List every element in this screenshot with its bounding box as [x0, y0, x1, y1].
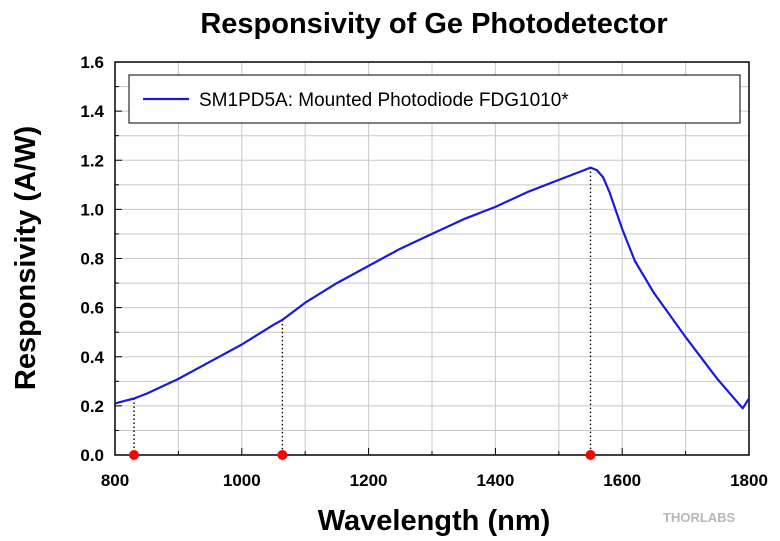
legend-box: [128, 74, 741, 124]
x-axis-ticks: 800 1000 1200 1400 1600 1800: [101, 471, 768, 490]
y-tick-label: 0.4: [80, 348, 104, 367]
y-tick-label: 0.0: [80, 446, 104, 465]
y-tick-label: 1.6: [80, 53, 104, 72]
y-tick-label: 1.4: [80, 102, 104, 121]
y-tick-label: 1.0: [80, 200, 104, 219]
y-tick-label: 0.8: [80, 250, 104, 269]
drop-lines: [133, 167, 592, 455]
minor-ticks: [115, 86, 687, 455]
x-tick-label: 1600: [603, 471, 641, 490]
thorlabs-logo: THORLABS: [663, 510, 736, 525]
wavelength-markers: [129, 450, 596, 460]
y-tick-label: 1.2: [80, 151, 104, 170]
series-line-fdg1010: [114, 166, 750, 410]
x-tick-label: 1000: [223, 471, 261, 490]
legend-label: SM1PD5A: Mounted Photodiode FDG1010*: [199, 90, 569, 111]
legend: SM1PD5A: Mounted Photodiode FDG1010*: [128, 74, 741, 124]
marker-point: [585, 450, 596, 460]
y-tick-label: 0.2: [80, 397, 104, 416]
x-axis-label: Wavelength (nm): [318, 505, 551, 537]
x-tick-label: 1800: [730, 471, 768, 490]
chart-title: Responsivity of Ge Photodetector: [200, 8, 667, 40]
y-tick-label: 0.6: [80, 299, 104, 318]
x-tick-label: 800: [101, 471, 129, 490]
y-axis-label: Responsivity (A/W): [10, 126, 42, 390]
x-tick-label: 1400: [476, 471, 514, 490]
y-axis-ticks: 0.0 0.2 0.4 0.6 0.8 1.0 1.2 1.4 1.6: [80, 53, 104, 465]
marker-point: [129, 450, 140, 460]
x-tick-label: 1200: [350, 471, 388, 490]
marker-point: [277, 450, 288, 460]
